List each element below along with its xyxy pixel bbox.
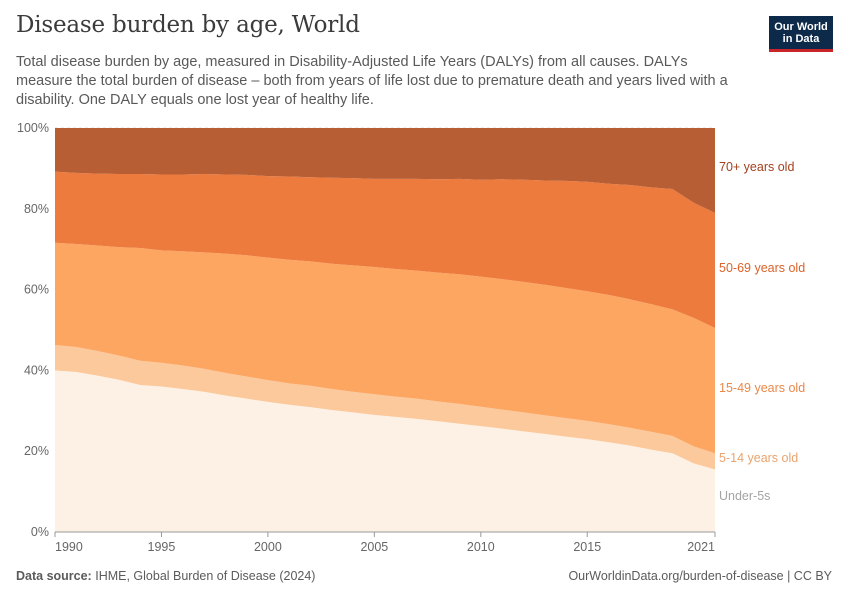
y-tick-label: 100% <box>17 121 49 135</box>
area-series-0 <box>55 370 715 532</box>
x-tick-label: 2010 <box>467 540 495 554</box>
y-tick-label: 0% <box>31 525 49 539</box>
area-series-4 <box>55 128 715 213</box>
x-tick-label: 2000 <box>254 540 282 554</box>
x-tick-label: 2021 <box>687 540 715 554</box>
source-url[interactable]: OurWorldinData.org/burden-of-disease | C… <box>568 569 832 583</box>
legend-label: 5-14 years old <box>719 451 798 465</box>
y-tick-label: 20% <box>24 444 49 458</box>
chart-title: Disease burden by age, World <box>16 12 360 38</box>
area-series-2 <box>55 242 715 454</box>
y-tick-label: 40% <box>24 363 49 377</box>
y-tick-label: 80% <box>24 202 49 216</box>
x-tick-label: 2005 <box>360 540 388 554</box>
logo-line-2: in Data <box>782 33 820 45</box>
y-tick-label: 60% <box>24 283 49 297</box>
legend-label: 70+ years old <box>719 160 794 174</box>
data-source-text[interactable]: IHME, Global Burden of Disease (2024) <box>95 569 316 583</box>
legend-label: 50-69 years old <box>719 261 805 275</box>
legend-label: 15-49 years old <box>719 381 805 395</box>
x-tick-label: 1990 <box>55 540 83 554</box>
x-tick-label: 2015 <box>573 540 601 554</box>
x-tick-label: 1995 <box>148 540 176 554</box>
area-series-3 <box>55 171 715 328</box>
data-source: Data source: IHME, Global Burden of Dise… <box>16 569 315 583</box>
logo-line-1: Our World <box>774 21 828 33</box>
area-series-1 <box>55 344 715 470</box>
chart-subtitle: Total disease burden by age, measured in… <box>16 54 728 108</box>
owid-logo[interactable]: Our World in Data <box>769 16 833 52</box>
legend-label: Under-5s <box>719 489 770 503</box>
data-source-label: Data source: <box>16 569 92 583</box>
